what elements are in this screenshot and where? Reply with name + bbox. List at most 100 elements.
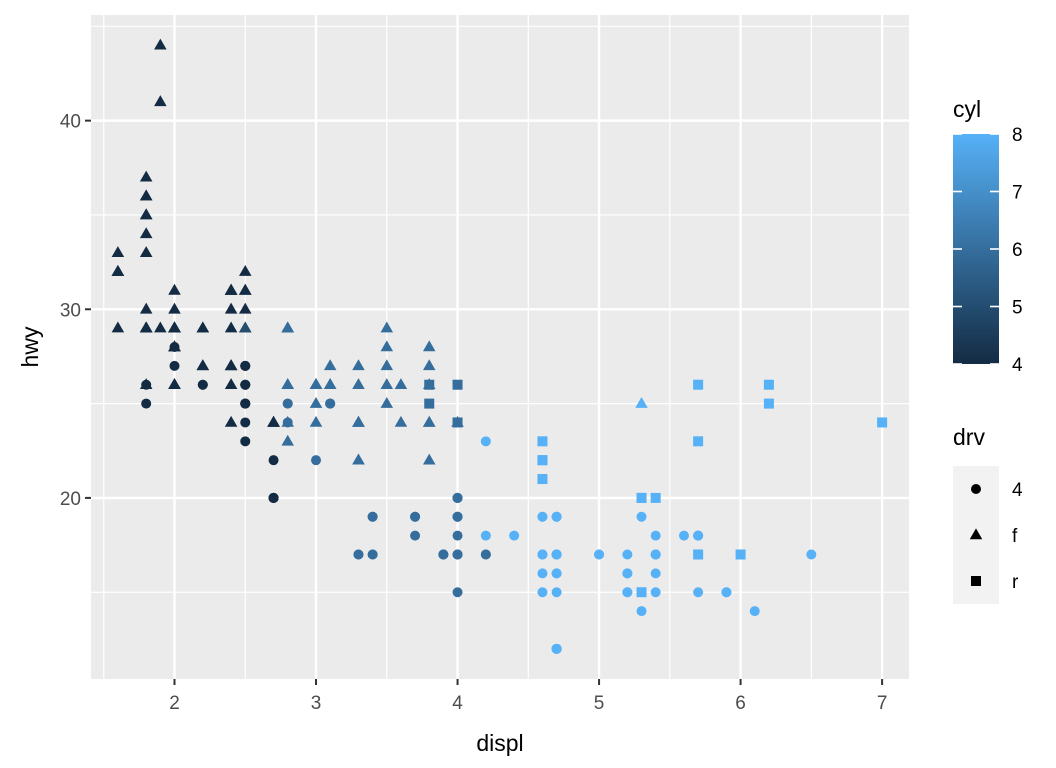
legend-key-label: r: [1012, 572, 1019, 593]
data-point: [650, 549, 661, 560]
data-point: [394, 378, 408, 390]
data-point: [196, 321, 210, 333]
legend-key-triangle: [969, 528, 983, 540]
data-point: [281, 378, 294, 390]
data-point: [268, 492, 279, 503]
data-point: [154, 95, 167, 107]
data-point: [438, 549, 449, 560]
data-point: [806, 549, 817, 560]
data-point: [452, 530, 463, 541]
data-point: [139, 170, 153, 182]
x-tick-label: 3: [311, 693, 322, 714]
data-point: [537, 587, 548, 598]
data-point: [537, 436, 548, 447]
data-point: [749, 606, 760, 617]
data-point: [650, 587, 661, 598]
data-point: [452, 492, 463, 503]
data-point: [635, 396, 648, 408]
data-point: [267, 415, 280, 427]
data-point: [537, 549, 548, 560]
data-point: [636, 587, 647, 598]
data-point: [139, 321, 153, 333]
data-point: [238, 321, 252, 333]
data-point: [410, 530, 421, 541]
data-point: [636, 492, 647, 503]
data-point: [240, 436, 251, 447]
data-point: [622, 568, 633, 579]
data-point: [111, 246, 125, 257]
data-point: [139, 246, 153, 257]
data-point: [353, 549, 364, 560]
data-point: [551, 511, 562, 522]
data-point: [240, 398, 251, 409]
data-point: [410, 511, 421, 522]
data-point: [168, 302, 181, 314]
data-point: [224, 415, 238, 427]
data-point: [537, 455, 548, 466]
data-point: [238, 283, 252, 295]
data-point: [282, 398, 293, 409]
data-point: [224, 321, 238, 333]
y-axis-title: hwy: [17, 326, 43, 367]
data-point: [380, 378, 394, 390]
data-point: [721, 587, 732, 598]
data-point: [422, 340, 436, 352]
data-point: [111, 264, 125, 276]
color-legend: cyl 4 5 6 7 8: [953, 96, 1023, 376]
data-point: [268, 455, 279, 466]
data-point: [323, 378, 337, 390]
data-point: [224, 359, 238, 371]
data-point: [168, 283, 181, 295]
data-point: [693, 379, 704, 390]
data-point: [139, 227, 153, 239]
data-point: [352, 453, 365, 465]
data-point: [352, 378, 365, 390]
legend-key-square: [971, 576, 981, 586]
legend-key-label: 4: [1012, 480, 1023, 501]
data-point: [693, 587, 704, 598]
data-point: [480, 549, 491, 560]
data-point: [168, 321, 181, 333]
x-tick-label: 2: [169, 693, 180, 714]
data-point: [238, 264, 252, 276]
data-point: [311, 455, 322, 466]
data-point: [551, 568, 562, 579]
color-bar-label: 7: [1012, 183, 1023, 204]
data-point: [380, 396, 394, 408]
data-point: [650, 530, 661, 541]
data-point: [139, 189, 153, 201]
x-axis-title: displ: [476, 730, 523, 756]
data-point: [594, 549, 605, 560]
minor-gridlines: [91, 15, 909, 679]
data-point: [551, 549, 562, 560]
data-point: [281, 434, 294, 446]
x-tick-label: 5: [594, 693, 605, 714]
data-point: [394, 415, 408, 427]
data-point: [240, 379, 251, 390]
x-tick-label: 6: [735, 693, 746, 714]
data-points: [111, 38, 888, 654]
color-legend-title: cyl: [953, 96, 981, 122]
plot-panel: [91, 15, 909, 679]
data-point: [537, 511, 548, 522]
data-point: [238, 302, 252, 314]
data-point: [141, 398, 152, 409]
data-point: [139, 302, 153, 314]
data-point: [224, 283, 238, 295]
color-bar-label: 5: [1012, 298, 1023, 319]
shape-legend: drv 4 f r: [953, 424, 1023, 604]
data-point: [693, 549, 704, 560]
x-tick-label: 4: [452, 693, 463, 714]
data-point: [678, 530, 689, 541]
data-point: [650, 568, 661, 579]
axis-ticks: [85, 119, 884, 685]
data-point: [452, 379, 463, 390]
data-point: [622, 549, 633, 560]
data-point: [224, 302, 238, 314]
data-point: [877, 417, 888, 428]
data-point: [551, 587, 562, 598]
data-point: [281, 415, 294, 427]
data-point: [380, 321, 394, 333]
data-point: [693, 436, 704, 447]
